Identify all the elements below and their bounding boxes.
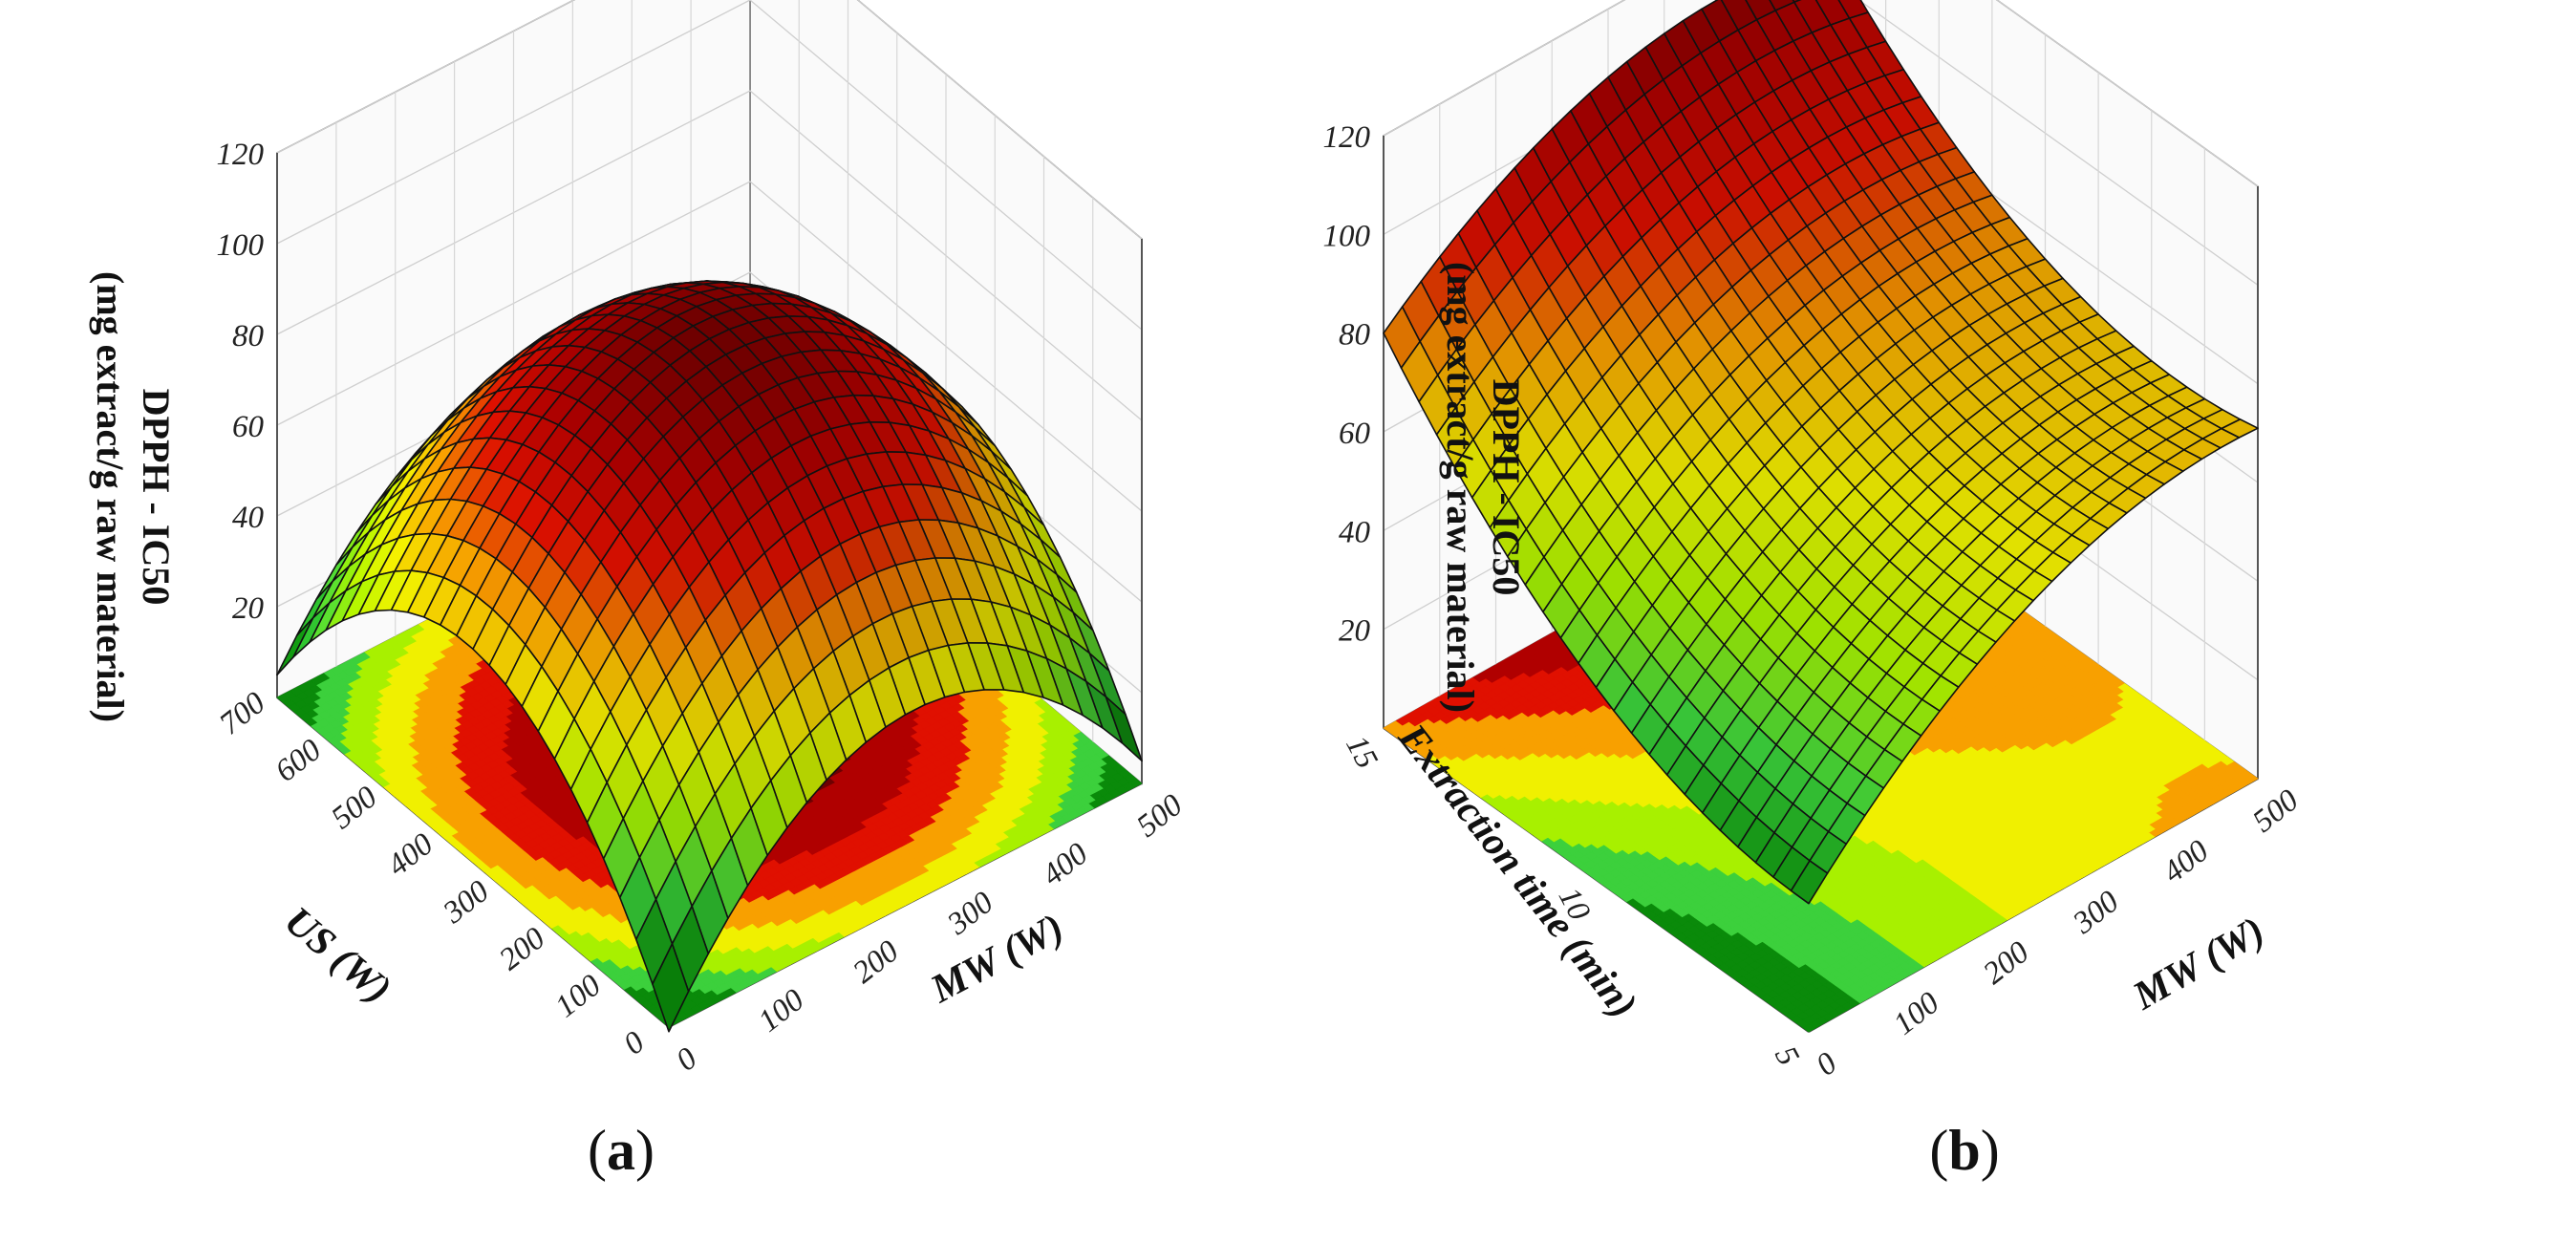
z-tick-label: 40: [1339, 515, 1371, 549]
y-tick-label: 0: [670, 1041, 704, 1079]
y-tick-label: 100: [752, 982, 811, 1039]
x-tick-label: 5: [1768, 1041, 1806, 1071]
x-tick-label: 500: [325, 780, 384, 836]
y-tick-label: 400: [2157, 833, 2216, 889]
y-tick-label: 300: [940, 885, 999, 942]
response-surface: [276, 280, 1143, 1033]
chart-panel-a: 0 100 200 300 400 500 600 700 0 100 200 300 400 500 20…: [89, 0, 1190, 1182]
y-tick-label: 200: [847, 933, 906, 990]
chart-panel-b: 5 10 15 0 100 200 300 400 500 20 40 60 80 100 120 Extra…: [1288, 0, 2576, 1243]
z-gridline: [276, 181, 1143, 512]
surface-plot-b: 51015010020030040050020406080100120Extra…: [1323, 0, 2306, 1083]
y-axis-title: MW (W): [923, 906, 1071, 1012]
z-tick-label: 60: [232, 410, 265, 444]
z-axis-subtitle: (mg extract/g raw material): [1439, 262, 1482, 713]
x-tick-label: 100: [549, 968, 609, 1024]
x-tick-label: 400: [381, 826, 440, 883]
z-tick-label: 100: [1323, 219, 1371, 253]
z-gridline: [276, 0, 1143, 240]
z-tick-label: 80: [1339, 318, 1371, 353]
panel-label-a: (a): [588, 1119, 655, 1182]
z-tick-label: 80: [232, 319, 265, 354]
y-axis-title: MW (W): [2125, 909, 2272, 1018]
surface-plot-a: 0100200300400500600700010020030040050020…: [89, 0, 1190, 1079]
y-tick-label: 500: [1130, 787, 1190, 844]
x-tick-label: 0: [617, 1025, 652, 1062]
z-tick-label: 20: [1339, 614, 1371, 649]
x-tick-label: 300: [437, 874, 496, 932]
z-axis-title: DPPH - IC50: [135, 389, 178, 606]
z-tick-label: 20: [232, 591, 265, 626]
z-gridline: [276, 90, 1143, 421]
y-tick-label: 200: [1977, 934, 2036, 991]
z-tick-label: 120: [1323, 120, 1371, 155]
z-gridline: [1383, 0, 2259, 187]
z-tick-label: 60: [1339, 417, 1371, 451]
z-tick-label: 40: [232, 501, 265, 535]
y-tick-label: 100: [1887, 985, 1946, 1041]
x-axis-title: US (W): [276, 899, 399, 1012]
z-axis-title: DPPH - IC50: [1485, 379, 1528, 596]
y-tick-label: 400: [1036, 836, 1095, 892]
y-tick-label: 500: [2246, 782, 2306, 839]
x-tick-label: 600: [269, 733, 329, 789]
z-gridline: [276, 0, 1143, 331]
panel-label-b: (b): [1929, 1119, 2000, 1182]
x-tick-label: 15: [1339, 730, 1384, 774]
z-tick-label: 100: [217, 228, 265, 263]
z-axis-subtitle: (mg extract/g raw material): [89, 271, 132, 722]
y-tick-label: 300: [2066, 884, 2125, 941]
x-tick-label: 200: [493, 921, 552, 977]
x-tick-label: 700: [213, 685, 272, 741]
response-surface: [1383, 0, 2259, 905]
z-tick-label: 120: [217, 138, 265, 172]
y-tick-label: 0: [1810, 1046, 1844, 1083]
